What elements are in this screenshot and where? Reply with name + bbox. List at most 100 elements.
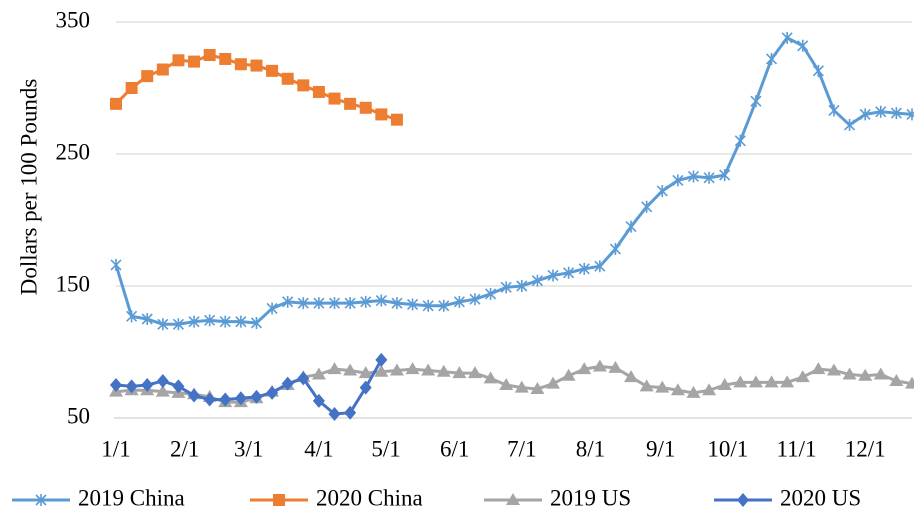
- data-point: [219, 52, 232, 65]
- data-point: [359, 380, 372, 395]
- data-point: [375, 352, 388, 367]
- legend-marker: [35, 494, 47, 506]
- data-point: [875, 105, 887, 118]
- data-point: [750, 95, 762, 108]
- data-point: [828, 104, 840, 117]
- data-point: [375, 294, 387, 307]
- data-point: [563, 266, 575, 279]
- data-point: [281, 376, 294, 391]
- data-point: [359, 101, 372, 114]
- data-point: [592, 359, 607, 372]
- series-line: [115, 359, 383, 416]
- data-point: [905, 376, 914, 389]
- x-tick-label: 5/1: [371, 436, 400, 461]
- data-point: [204, 314, 216, 327]
- data-point: [656, 184, 668, 197]
- x-tick-label: 10/1: [707, 436, 748, 461]
- data-point: [405, 362, 420, 375]
- data-point: [141, 378, 154, 392]
- legend-marker: [737, 493, 749, 507]
- series-2020-china: [110, 49, 403, 126]
- data-point: [811, 362, 826, 375]
- data-point: [156, 374, 169, 389]
- data-point: [219, 315, 231, 328]
- data-point: [438, 299, 450, 312]
- data-point: [126, 310, 138, 323]
- data-point: [422, 299, 434, 312]
- data-point: [748, 375, 763, 388]
- data-point: [110, 258, 122, 271]
- data-point: [375, 108, 388, 121]
- data-point: [906, 108, 914, 121]
- data-point: [561, 368, 576, 381]
- legend-label: 2020 China: [316, 485, 423, 510]
- data-point: [157, 318, 169, 331]
- data-point: [188, 388, 201, 403]
- data-point: [514, 380, 529, 393]
- data-point: [499, 378, 514, 390]
- data-point: [203, 392, 216, 407]
- data-point: [297, 79, 310, 92]
- data-point: [546, 376, 561, 389]
- data-point: [110, 97, 122, 110]
- data-point: [235, 315, 247, 328]
- series-2020-us: [110, 352, 388, 422]
- legend: 2019 China 2020 China 2019 US 2020 US: [12, 485, 861, 510]
- data-point: [733, 375, 748, 388]
- data-point: [889, 374, 904, 387]
- data-point: [421, 363, 436, 376]
- data-point: [327, 362, 342, 375]
- data-point: [873, 367, 888, 380]
- data-point: [266, 385, 279, 400]
- data-point: [297, 297, 309, 310]
- data-point: [530, 381, 545, 394]
- x-tick-label: 6/1: [440, 436, 469, 461]
- data-point: [500, 281, 512, 294]
- x-tick-label: 2/1: [170, 436, 199, 461]
- data-point: [531, 274, 543, 287]
- y-tick-label: 250: [56, 139, 91, 164]
- data-point: [467, 366, 482, 379]
- data-point: [734, 134, 746, 147]
- data-point: [391, 297, 403, 310]
- data-point: [406, 298, 419, 311]
- legend-label: 2019 China: [78, 485, 185, 510]
- data-point: [266, 64, 279, 77]
- data-point: [797, 39, 809, 52]
- y-axis-title: Dollars per 100 Pounds: [16, 79, 41, 296]
- data-point: [483, 371, 498, 384]
- data-point: [639, 379, 654, 392]
- data-point: [624, 370, 639, 383]
- axes: 50 150 250 350 1/1 2/1 3/1 4/1 5/1 6/1 7/1 8/1 9/1 10…: [56, 7, 912, 461]
- data-point: [172, 318, 184, 331]
- data-point: [266, 302, 278, 315]
- data-point: [234, 391, 247, 406]
- data-point: [608, 360, 623, 373]
- data-point: [469, 293, 481, 306]
- data-point: [702, 383, 717, 396]
- data-point: [125, 82, 138, 94]
- x-tick-label: 3/1: [234, 436, 263, 461]
- data-point: [188, 55, 201, 68]
- data-point: [250, 316, 263, 329]
- data-point: [780, 375, 795, 388]
- data-point: [250, 59, 263, 72]
- x-tick-label: 7/1: [507, 436, 536, 461]
- data-point: [313, 297, 325, 310]
- data-point: [203, 49, 216, 61]
- data-point: [578, 262, 590, 275]
- data-point: [312, 85, 325, 98]
- data-point: [390, 113, 403, 126]
- data-point: [890, 107, 902, 120]
- data-point: [125, 379, 138, 394]
- series-layer: [109, 31, 914, 422]
- legend-entry: 2019 US: [484, 485, 631, 510]
- data-point: [485, 287, 497, 300]
- data-point: [312, 393, 325, 408]
- series-line: [115, 365, 913, 404]
- data-point: [795, 370, 810, 383]
- data-point: [609, 243, 622, 256]
- data-point: [344, 405, 357, 420]
- y-tick-label: 350: [56, 7, 91, 32]
